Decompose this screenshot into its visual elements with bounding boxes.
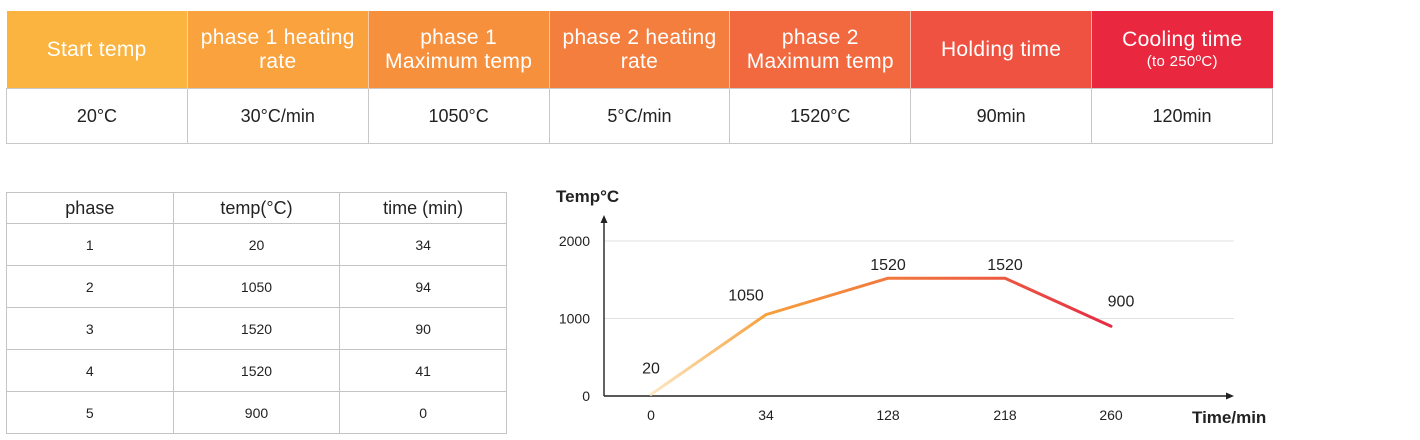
x-tick-label: 0: [647, 407, 655, 423]
phase-table-header: phase temp(°C) time (min): [6, 192, 507, 224]
column-header-time: time (min): [339, 192, 507, 224]
header-phase2-heating-rate: phase 2 heating rate: [549, 11, 731, 89]
cell-time: 41: [339, 349, 507, 392]
x-tick-label: 218: [993, 407, 1017, 423]
parameter-table: Start temp phase 1 heating rate phase 1 …: [6, 11, 1273, 144]
column-header-phase: phase: [6, 192, 174, 224]
data-label: 1050: [728, 288, 764, 305]
cell-time: 34: [339, 223, 507, 266]
table-row: 5 900 0: [6, 391, 507, 434]
cell-phase: 2: [6, 265, 174, 308]
cell-phase: 1: [6, 223, 174, 266]
table-row: 3 1520 90: [6, 307, 507, 350]
series-line: [649, 276, 1113, 396]
phase-table: phase temp(°C) time (min) 1 20 34 2 1050…: [6, 192, 507, 434]
header-phase2-max-temp: phase 2 Maximum temp: [729, 11, 912, 89]
value-start-temp: 20°C: [6, 88, 188, 144]
data-label: 900: [1108, 293, 1135, 310]
table-row: 2 1050 94: [6, 265, 507, 308]
column-header-temp: temp(°C): [172, 192, 341, 224]
header-start-temp: Start temp: [6, 11, 188, 89]
cell-time: 90: [339, 307, 507, 350]
y-axis-label: Temp°C: [556, 187, 619, 206]
temperature-profile-chart: 0 1000 2000 0 34 128 218 260 Temp°C Time/min 20 105…: [556, 187, 1266, 427]
header-holding-time: Holding time: [910, 11, 1093, 89]
data-label: 20: [642, 360, 660, 377]
header-cooling-time: Cooling time (to 250ºC): [1091, 11, 1273, 89]
value-phase1-max-temp: 1050°C: [367, 88, 550, 144]
y-axis-arrow-icon: [600, 215, 608, 223]
header-cooling-time-note: (to 250ºC): [1146, 52, 1218, 70]
x-axis-arrow-icon: [1226, 392, 1234, 400]
cell-temp: 1520: [172, 349, 341, 392]
value-phase2-max-temp: 1520°C: [729, 88, 912, 144]
value-cooling-time: 120min: [1091, 88, 1273, 144]
parameter-header-row: Start temp phase 1 heating rate phase 1 …: [6, 11, 1273, 89]
x-tick-label: 34: [758, 407, 774, 423]
cell-temp: 20: [172, 223, 341, 266]
header-phase1-heating-rate: phase 1 heating rate: [187, 11, 369, 89]
cell-phase: 5: [6, 391, 174, 434]
cell-temp: 1050: [172, 265, 341, 308]
table-row: 1 20 34: [6, 223, 507, 266]
cell-phase: 3: [6, 307, 174, 350]
y-tick-label: 1000: [559, 311, 590, 327]
table-row: 4 1520 41: [6, 349, 507, 392]
data-label: 1520: [987, 257, 1023, 274]
cell-temp: 900: [172, 391, 341, 434]
y-tick-label: 0: [582, 388, 590, 404]
x-axis-label: Time/min: [1192, 408, 1266, 427]
data-label: 1520: [870, 257, 906, 274]
cell-phase: 4: [6, 349, 174, 392]
parameter-value-row: 20°C 30°C/min 1050°C 5°C/min 1520°C 90mi…: [6, 88, 1273, 144]
cell-temp: 1520: [172, 307, 341, 350]
y-tick-label: 2000: [559, 233, 590, 249]
cell-time: 0: [339, 391, 507, 434]
cell-time: 94: [339, 265, 507, 308]
header-phase1-max-temp: phase 1 Maximum temp: [368, 11, 550, 89]
value-phase2-heating-rate: 5°C/min: [548, 88, 731, 144]
value-holding-time: 90min: [910, 88, 1093, 144]
x-tick-label: 128: [876, 407, 900, 423]
value-phase1-heating-rate: 30°C/min: [186, 88, 369, 144]
x-tick-label: 260: [1099, 407, 1123, 423]
